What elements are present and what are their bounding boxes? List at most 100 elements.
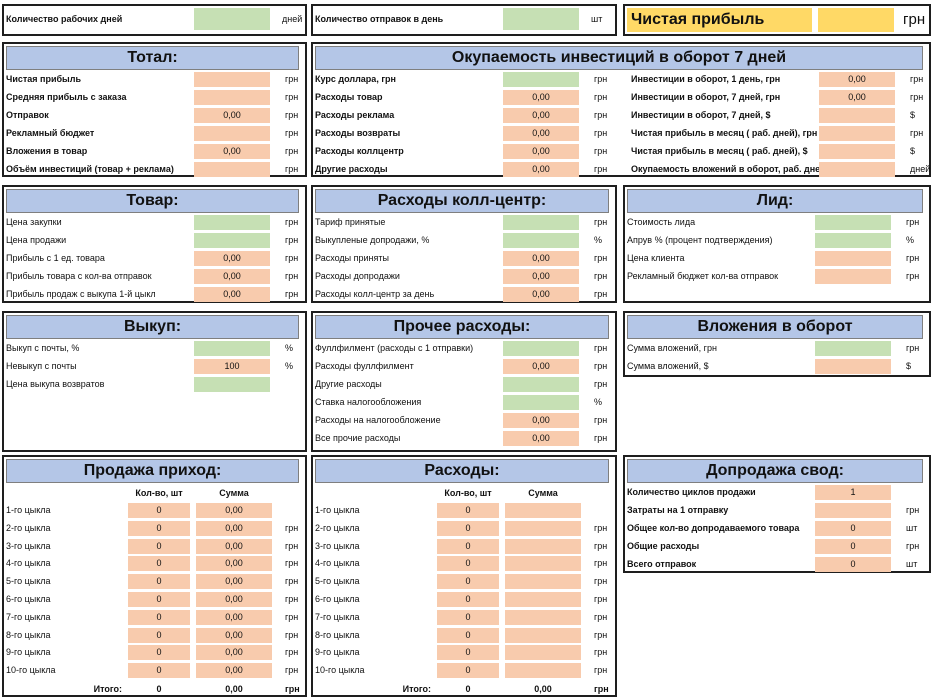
panel-title: Расходы колл-центр: xyxy=(315,189,609,213)
unit: грн xyxy=(594,74,608,84)
unit: $ xyxy=(906,361,912,371)
qty-cell: 0 xyxy=(437,556,499,572)
sum-cell xyxy=(505,609,581,625)
panel xyxy=(311,42,931,177)
row-label: Рекламный бюджет кол-ва отправок xyxy=(627,271,779,281)
value-cell xyxy=(503,215,579,230)
row-label: Расходы коллцентр xyxy=(315,146,404,156)
unit: грн xyxy=(594,110,608,120)
unit: грн xyxy=(594,576,608,587)
unit: грн xyxy=(285,92,299,102)
value-cell xyxy=(815,233,891,248)
value-cell xyxy=(194,233,270,248)
qty-cell: 0 xyxy=(465,684,471,694)
qty-cell: 0 xyxy=(437,538,499,554)
panel xyxy=(311,185,617,303)
sum-cell: 0,00 xyxy=(196,627,272,643)
row-label: Цена продажи xyxy=(6,235,67,245)
unit: грн xyxy=(594,253,608,263)
total-label: Итого: xyxy=(402,684,431,694)
row-label: Всего отправок xyxy=(627,559,697,569)
panel-title: Тотал: xyxy=(6,46,299,70)
unit: грн xyxy=(910,92,924,102)
qty-cell: 0 xyxy=(128,627,190,643)
value-cell xyxy=(819,144,895,159)
unit: грн xyxy=(285,74,299,84)
unit: грн xyxy=(594,611,608,622)
unit: грн xyxy=(594,665,608,676)
unit: шт xyxy=(906,559,918,569)
row-label: Чистая прибыль в месяц ( раб. дней), $ xyxy=(631,146,808,156)
value-cell xyxy=(194,72,270,87)
value-cell: 0,00 xyxy=(194,108,270,123)
unit: грн xyxy=(906,217,920,227)
value-cell: 0,00 xyxy=(503,287,579,302)
qty-cell: 0 xyxy=(437,592,499,607)
unit: грн xyxy=(285,289,299,299)
sum-cell: 0,00 xyxy=(534,684,552,694)
value-cell: 0 xyxy=(815,521,891,536)
unit: грн xyxy=(285,558,299,569)
panel xyxy=(2,42,307,177)
top-box xyxy=(311,4,617,36)
qty-cell: 0 xyxy=(156,684,162,694)
qty-cell: 0 xyxy=(128,574,190,590)
row-label: Курс доллара, грн xyxy=(315,74,396,84)
unit: грн xyxy=(285,128,299,138)
unit: грн xyxy=(594,433,608,443)
qty-cell: 0 xyxy=(437,520,499,536)
qty-cell: 0 xyxy=(128,556,190,572)
unit: грн xyxy=(594,217,608,227)
sum-cell: 0,00 xyxy=(196,609,272,625)
input-cell xyxy=(503,8,579,30)
value-cell: 0 xyxy=(815,557,891,572)
unit: грн xyxy=(285,271,299,281)
row-label: 8-го цыкла xyxy=(315,629,360,640)
column-header: Сумма xyxy=(528,488,558,498)
unit: грн xyxy=(594,684,609,694)
row-label: Инвестиции в оборот, 7 дней, $ xyxy=(631,110,771,120)
unit: грн xyxy=(285,146,299,156)
value-cell xyxy=(194,377,270,392)
unit: грн xyxy=(594,164,608,174)
row-label: 6-го цыкла xyxy=(315,594,360,604)
row-label: 9-го цыкла xyxy=(6,647,51,658)
value-cell xyxy=(194,215,270,230)
label: Количество рабочих дней xyxy=(6,14,123,24)
row-label: Чистая прибыль xyxy=(6,74,81,84)
unit: грн xyxy=(594,289,608,299)
row-label: Сумма вложений, $ xyxy=(627,361,709,371)
row-label: Отправок xyxy=(6,110,49,120)
row-label: Общее кол-во допродаваемого товара xyxy=(627,523,800,533)
sum-cell: 0,00 xyxy=(196,592,272,607)
value-cell xyxy=(815,359,891,374)
sum-cell: 0,00 xyxy=(196,663,272,679)
profit-label: Чистая прибыль xyxy=(627,8,812,32)
row-label: 8-го цыкла xyxy=(6,629,51,640)
unit: грн xyxy=(285,217,299,227)
unit: грн xyxy=(594,647,608,658)
row-label: 6-го цыкла xyxy=(6,594,51,604)
row-label: Расходы допродажи xyxy=(315,271,400,281)
qty-cell: 0 xyxy=(128,645,190,661)
row-label: Инвестиции в оборот, 1 день, грн xyxy=(631,74,781,84)
panel xyxy=(623,311,931,377)
value-cell xyxy=(194,162,270,177)
unit: грн xyxy=(594,92,608,102)
row-label: Чистая прибыль в месяц ( раб. дней), грн xyxy=(631,128,818,138)
row-label: Общие расходы xyxy=(627,541,700,551)
row-label: 5-го цыкла xyxy=(315,576,360,587)
unit: % xyxy=(594,235,603,245)
row-label: Затраты на 1 отправку xyxy=(627,505,729,515)
row-label: 10-го цыкла xyxy=(6,665,56,676)
row-label: Количество циклов продажи xyxy=(627,487,756,497)
sum-cell xyxy=(505,627,581,643)
value-cell: 0,00 xyxy=(503,359,579,374)
unit: грн xyxy=(594,379,608,389)
row-label: 1-го цыкла xyxy=(315,505,360,515)
value-cell: 0,00 xyxy=(819,90,895,105)
sum-cell: 0,00 xyxy=(196,520,272,536)
row-label: 7-го цыкла xyxy=(6,611,51,622)
sum-cell xyxy=(505,645,581,661)
row-label: Расходы реклама xyxy=(315,110,395,120)
